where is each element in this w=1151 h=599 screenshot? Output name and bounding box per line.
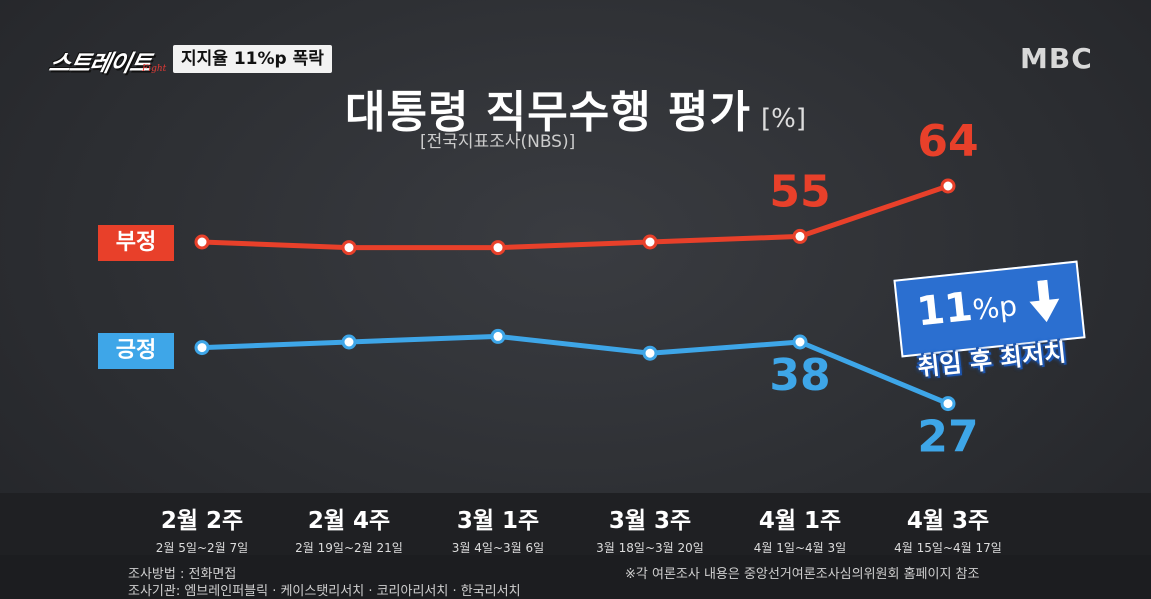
x-tick-label: 2월 4주 [307,508,391,534]
callout-value: 11 [914,283,975,336]
footer-note: ※각 여론조사 내용은 중앙선거여론조사심의위원회 홈페이지 참조 [625,567,980,582]
program-logo: 스트레이트 Fight [47,44,168,78]
data-point-0-0 [194,234,210,250]
callout-value-row: 11%p [914,279,1019,336]
x-tick-label: 2월 2주 [160,508,244,534]
x-tick-date: 4월 1일~4월 3일 [753,541,847,555]
data-point-1-4 [792,334,808,350]
x-tick-label: 3월 1주 [456,508,540,534]
data-point-1-0 [194,340,210,356]
data-point-0-3 [642,234,658,250]
x-tick: 2월 2주 2월 5일~2월 7일 [127,493,277,556]
x-tick: 3월 3주 3월 18일~3월 20일 [575,493,725,556]
callout-unit: %p [970,289,1019,327]
x-tick: 2월 4주 2월 19일~2월 21일 [274,493,424,556]
broadcaster-logo: MBC [1020,42,1093,75]
x-tick-date: 3월 18일~3월 20일 [596,541,704,555]
data-point-0-4 [792,228,808,244]
data-label-0-4: 55 [769,166,830,217]
series-line-0 [201,183,949,251]
x-tick-date: 3월 4일~3월 6일 [451,541,545,555]
x-tick-date: 2월 19일~2월 21일 [295,541,403,555]
data-point-1-3 [642,345,658,361]
chart-unit: [%] [760,104,806,134]
footer-method: 조사방법 : 전화면접 [128,567,237,582]
x-tick: 4월 1주 4월 1일~4월 3일 [725,493,875,556]
chart-subtitle: [전국지표조사(NBS)] [420,132,576,152]
x-tick-date: 4월 15일~4월 17일 [894,541,1002,555]
data-label-1-4: 38 [769,350,830,401]
x-tick: 4월 3주 4월 15일~4월 17일 [873,493,1023,556]
data-point-1-1 [341,334,357,350]
footer-agencies: 조사기관: 엠브레인퍼블릭 · 케이스탯리서치 · 코리아리서치 · 한국리서치 [128,584,521,599]
footer: 조사방법 : 전화면접 조사기관: 엠브레인퍼블릭 · 케이스탯리서치 · 코리… [0,555,1151,599]
data-point-0-5 [940,178,956,194]
headline-tag: 지지율 11%p 폭락 [173,45,332,73]
data-point-1-5 [940,396,956,412]
x-tick-label: 4월 3주 [906,508,990,534]
x-tick: 3월 1주 3월 4일~3월 6일 [423,493,573,556]
program-logo-sub: Fight [142,64,167,74]
data-label-1-5: 27 [917,412,978,463]
data-point-0-1 [341,240,357,256]
x-axis-band [0,493,1151,555]
chart-title-row: 대통령 직무수행 평가 [%] [0,76,1151,140]
x-tick-date: 2월 5일~2월 7일 [155,541,249,555]
data-point-0-2 [490,240,506,256]
x-tick-label: 4월 1주 [758,508,842,534]
series-line-1 [201,333,949,406]
drop-callout: 11%p [893,260,1086,358]
data-label-0-5: 64 [917,116,978,167]
data-point-1-2 [490,328,506,344]
x-tick-label: 3월 3주 [608,508,692,534]
chart-title: 대통령 직무수행 평가 [345,87,751,138]
legend-positive: 긍정 [98,333,174,369]
legend-negative: 부정 [98,225,174,261]
arrow-down-icon [1029,279,1060,323]
